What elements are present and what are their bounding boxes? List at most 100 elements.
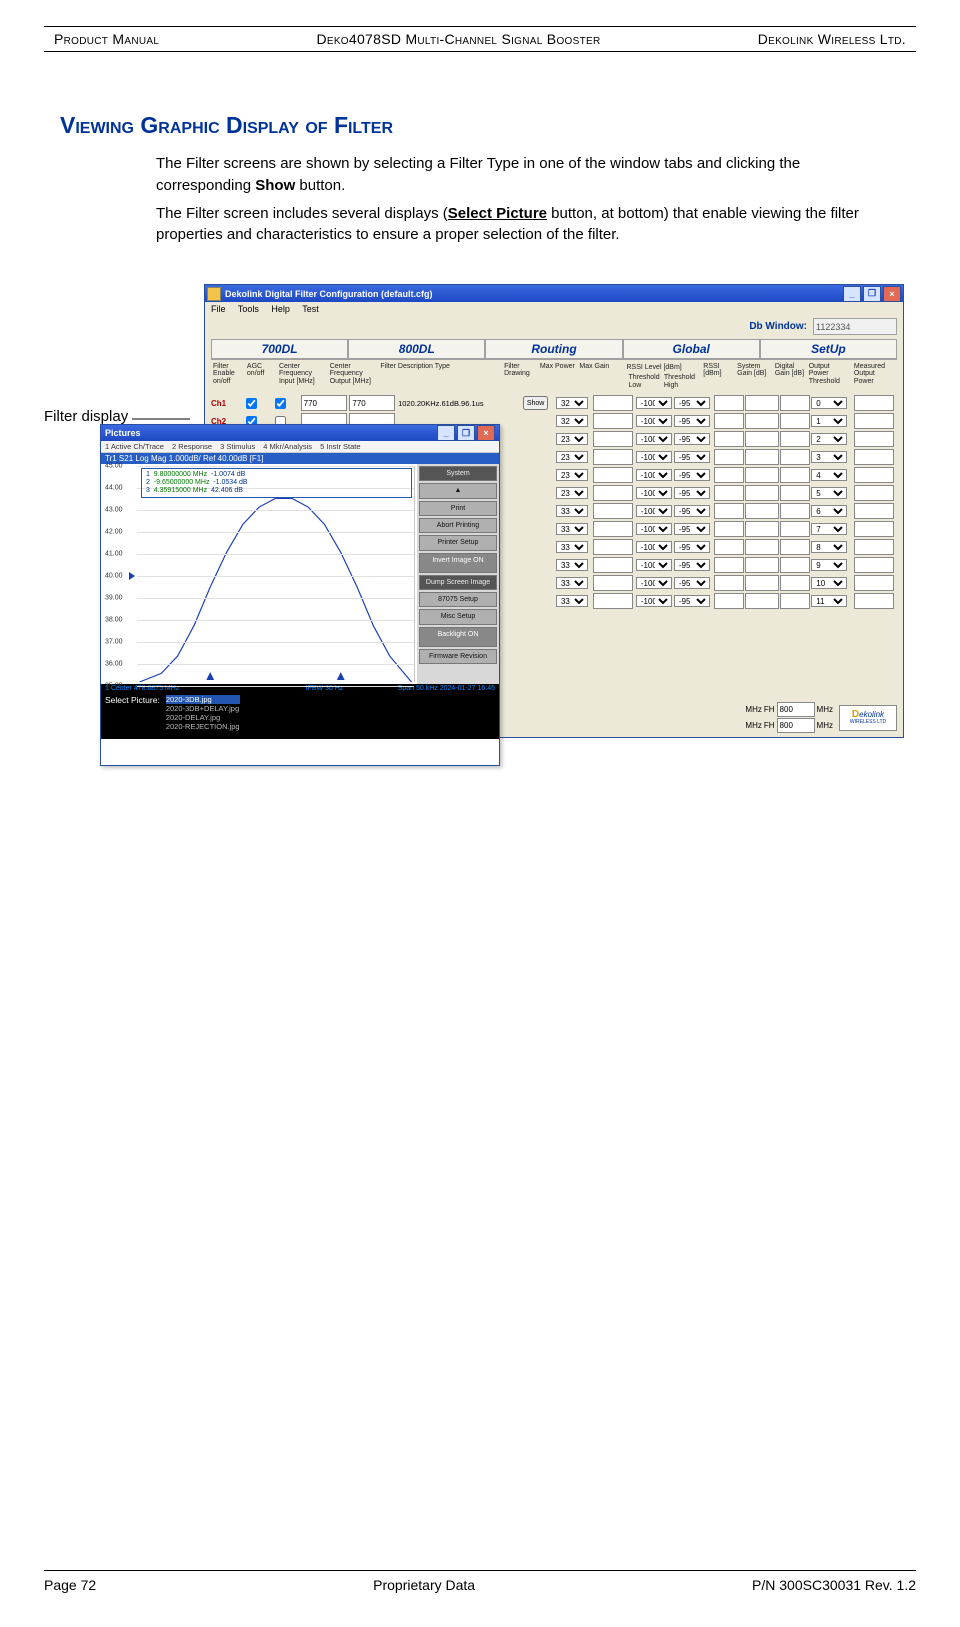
side-button[interactable]: ▲ bbox=[419, 483, 497, 498]
rssi-input[interactable] bbox=[714, 521, 744, 537]
status-fh-input-2[interactable] bbox=[777, 718, 815, 733]
select-picture[interactable]: Select Picture: 2020-3DB.jpg 2020-3DB+DE… bbox=[101, 693, 499, 739]
select-picture-list[interactable]: 2020-3DB.jpg 2020-3DB+DELAY.jpg 2020-DEL… bbox=[166, 695, 240, 731]
max-power-select[interactable]: 33 bbox=[556, 505, 588, 517]
rssi-low-select[interactable]: -100 bbox=[636, 505, 672, 517]
rssi-high-select[interactable]: -95 bbox=[674, 505, 710, 517]
sys-gain-input[interactable] bbox=[745, 485, 779, 501]
rssi-high-select[interactable]: -95 bbox=[674, 469, 710, 481]
sys-gain-input[interactable] bbox=[745, 503, 779, 519]
rssi-high-select[interactable]: -95 bbox=[674, 397, 710, 409]
show-button[interactable]: Show bbox=[523, 396, 549, 410]
pic-tab-4[interactable]: 4 Mkr/Analysis bbox=[263, 442, 312, 451]
max-gain-input[interactable] bbox=[593, 413, 633, 429]
max-power-select[interactable]: 33 bbox=[556, 595, 588, 607]
max-power-select[interactable]: 32 bbox=[556, 397, 588, 409]
rssi-input[interactable] bbox=[714, 449, 744, 465]
minimize-button[interactable]: _ bbox=[843, 286, 861, 302]
rssi-low-select[interactable]: -100 bbox=[636, 433, 672, 445]
dig-gain-input[interactable] bbox=[780, 449, 810, 465]
max-power-select[interactable]: 32 bbox=[556, 415, 588, 427]
rssi-low-select[interactable]: -100 bbox=[636, 397, 672, 409]
tab-setup[interactable]: SetUp bbox=[760, 339, 897, 360]
out-thresh-select[interactable]: 11 bbox=[811, 595, 847, 607]
main-titlebar[interactable]: Dekolink Digital Filter Configuration (d… bbox=[205, 285, 903, 302]
out-thresh-select[interactable]: 10 bbox=[811, 577, 847, 589]
dig-gain-input[interactable] bbox=[780, 575, 810, 591]
close-button[interactable]: × bbox=[883, 286, 901, 302]
rssi-input[interactable] bbox=[714, 539, 744, 555]
dig-gain-input[interactable] bbox=[780, 431, 810, 447]
max-gain-input[interactable] bbox=[593, 503, 633, 519]
side-button[interactable]: Backlight ON bbox=[419, 627, 497, 647]
menu-help[interactable]: Help bbox=[271, 304, 290, 314]
file-2[interactable]: 2020-DELAY.jpg bbox=[166, 713, 240, 722]
out-thresh-select[interactable]: 7 bbox=[811, 523, 847, 535]
max-power-select[interactable]: 23 bbox=[556, 451, 588, 463]
max-gain-input[interactable] bbox=[593, 557, 633, 573]
agc-checkbox[interactable] bbox=[275, 398, 286, 409]
pic-tab-3[interactable]: 3 Stimulus bbox=[220, 442, 255, 451]
max-gain-input[interactable] bbox=[593, 593, 633, 609]
pic-tab-1[interactable]: 1 Active Ch/Trace bbox=[105, 442, 164, 451]
max-gain-input[interactable] bbox=[593, 431, 633, 447]
rssi-low-select[interactable]: -100 bbox=[636, 577, 672, 589]
meas-out-input[interactable] bbox=[854, 431, 894, 447]
max-gain-input[interactable] bbox=[593, 395, 633, 411]
meas-out-input[interactable] bbox=[854, 485, 894, 501]
meas-out-input[interactable] bbox=[854, 539, 894, 555]
sys-gain-input[interactable] bbox=[745, 413, 779, 429]
rssi-high-select[interactable]: -95 bbox=[674, 433, 710, 445]
dig-gain-input[interactable] bbox=[780, 557, 810, 573]
menubar[interactable]: File Tools Help Test bbox=[205, 302, 903, 316]
rssi-input[interactable] bbox=[714, 395, 744, 411]
dig-gain-input[interactable] bbox=[780, 413, 810, 429]
rssi-input[interactable] bbox=[714, 485, 744, 501]
dig-gain-input[interactable] bbox=[780, 467, 810, 483]
file-0[interactable]: 2020-3DB.jpg bbox=[166, 695, 240, 704]
rssi-high-select[interactable]: -95 bbox=[674, 487, 710, 499]
rssi-input[interactable] bbox=[714, 575, 744, 591]
side-button[interactable]: Abort Printing bbox=[419, 518, 497, 533]
rssi-low-select[interactable]: -100 bbox=[636, 559, 672, 571]
pic-minimize-button[interactable]: _ bbox=[437, 425, 455, 441]
rssi-input[interactable] bbox=[714, 413, 744, 429]
tab-800dl[interactable]: 800DL bbox=[348, 339, 485, 360]
sys-gain-input[interactable] bbox=[745, 431, 779, 447]
rssi-high-select[interactable]: -95 bbox=[674, 415, 710, 427]
rssi-high-select[interactable]: -95 bbox=[674, 577, 710, 589]
file-3[interactable]: 2020-REJECTION.jpg bbox=[166, 722, 240, 731]
meas-out-input[interactable] bbox=[854, 467, 894, 483]
side-button[interactable]: System bbox=[419, 466, 497, 481]
pic-tab-2[interactable]: 2 Response bbox=[172, 442, 212, 451]
sys-gain-input[interactable] bbox=[745, 449, 779, 465]
status-fh-input-1[interactable] bbox=[777, 702, 815, 717]
freq-in-input[interactable] bbox=[301, 395, 347, 411]
pic-tabs[interactable]: 1 Active Ch/Trace 2 Response 3 Stimulus … bbox=[101, 441, 499, 453]
rssi-high-select[interactable]: -95 bbox=[674, 541, 710, 553]
side-button[interactable]: Printer Setup bbox=[419, 535, 497, 550]
rssi-input[interactable] bbox=[714, 593, 744, 609]
side-button[interactable]: Dump Screen Image bbox=[419, 575, 497, 590]
meas-out-input[interactable] bbox=[854, 593, 894, 609]
sys-gain-input[interactable] bbox=[745, 593, 779, 609]
out-thresh-select[interactable]: 0 bbox=[811, 397, 847, 409]
rssi-low-select[interactable]: -100 bbox=[636, 451, 672, 463]
menu-test[interactable]: Test bbox=[302, 304, 319, 314]
pic-tab-5[interactable]: 5 Instr State bbox=[320, 442, 360, 451]
pictures-titlebar[interactable]: Pictures _ ❐ × bbox=[101, 425, 499, 441]
max-gain-input[interactable] bbox=[593, 485, 633, 501]
side-button[interactable]: Print bbox=[419, 501, 497, 516]
rssi-high-select[interactable]: -95 bbox=[674, 451, 710, 463]
max-power-select[interactable]: 33 bbox=[556, 523, 588, 535]
sys-gain-input[interactable] bbox=[745, 521, 779, 537]
meas-out-input[interactable] bbox=[854, 557, 894, 573]
max-gain-input[interactable] bbox=[593, 521, 633, 537]
rssi-input[interactable] bbox=[714, 431, 744, 447]
side-button[interactable]: 87075 Setup bbox=[419, 592, 497, 607]
tab-routing[interactable]: Routing bbox=[485, 339, 622, 360]
max-gain-input[interactable] bbox=[593, 575, 633, 591]
rssi-low-select[interactable]: -100 bbox=[636, 523, 672, 535]
max-power-select[interactable]: 23 bbox=[556, 469, 588, 481]
sys-gain-input[interactable] bbox=[745, 539, 779, 555]
